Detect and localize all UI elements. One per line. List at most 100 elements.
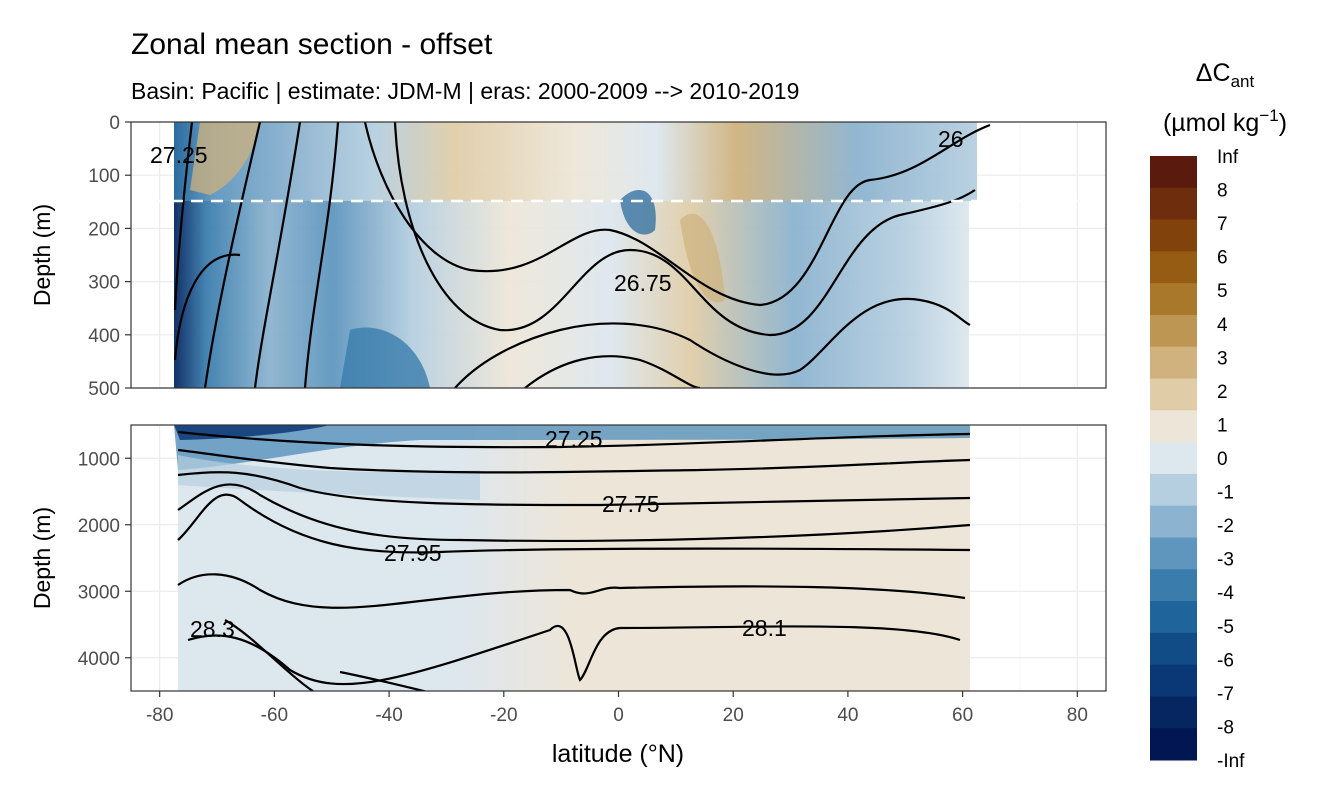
upper-field-surface: [174, 122, 977, 201]
colorbar-swatch: [1150, 569, 1197, 602]
contour-line: [177, 573, 966, 609]
contour-line: [524, 355, 701, 388]
contour-label: 28.1: [742, 615, 787, 641]
colorbar-swatch: [1150, 505, 1197, 538]
contour-line: [253, 122, 302, 388]
x-tick-label: 20: [723, 705, 744, 726]
colorbar-label: -8: [1217, 717, 1234, 738]
x-tick-label: 60: [952, 705, 973, 726]
upper-panel-border: [130, 121, 1107, 389]
colorbar-swatch: [1150, 187, 1197, 221]
lower-y-axis: 1000 2000 3000 4000: [78, 449, 131, 670]
lower-y-axis-label: Depth (m): [29, 507, 55, 609]
upper-anomaly-blob: [680, 213, 725, 303]
y-tick-label: 500: [88, 379, 120, 400]
upper-y-axis-label: Depth (m): [29, 204, 55, 306]
x-tick-label: -40: [375, 705, 402, 726]
contour-line: [339, 670, 429, 691]
lower-contours: [177, 430, 971, 691]
x-tick-label: -60: [261, 705, 288, 726]
x-tick-label: 0: [613, 705, 624, 726]
y-tick-label: 400: [88, 326, 120, 347]
colorbar-swatch: [1150, 156, 1197, 189]
x-tick-label: -20: [490, 705, 517, 726]
colorbar-swatch: [1150, 346, 1197, 380]
contour-line: [303, 122, 340, 388]
colorbar-label: 7: [1217, 214, 1228, 235]
contour-label: 26: [938, 126, 964, 152]
legend-unit: (µmol kg−1): [1163, 106, 1287, 137]
y-tick-label: 3000: [78, 582, 120, 603]
legend-unit-text: (µmol kg: [1163, 109, 1259, 137]
contour-label: 26.75: [614, 270, 672, 296]
contour-line: [173, 122, 194, 311]
y-tick-label: 100: [88, 166, 120, 187]
lower-panel: 27.25 27.75 27.95 28.3 28.1 1000 2000 3000…: [29, 424, 1107, 692]
colorbar-swatch: [1150, 410, 1197, 443]
colorbar-label: -6: [1217, 650, 1234, 671]
upper-contours: [173, 122, 991, 388]
colorbar-label: 3: [1217, 348, 1228, 369]
contour-label: 27.95: [384, 540, 442, 566]
colorbar-swatch: [1150, 314, 1197, 348]
x-tick-label: 40: [837, 705, 858, 726]
contour-line: [177, 448, 971, 474]
contour-line: [203, 122, 262, 388]
colorbar-label: 6: [1217, 248, 1228, 269]
contour-line: [363, 122, 991, 307]
lower-field: [178, 425, 970, 691]
colorbar-label: 0: [1217, 449, 1228, 470]
contour-line: [187, 625, 961, 686]
upper-y-axis: 0 100 200 300 400 500: [88, 113, 131, 400]
lower-anomaly-band: [174, 425, 970, 470]
upper-anomaly-blob: [620, 190, 656, 235]
legend-unit-superscript: −1: [1259, 106, 1278, 125]
contour-label: 28.3: [190, 616, 235, 642]
colorbar-swatch: [1150, 664, 1197, 697]
colorbar-swatch: [1150, 601, 1197, 634]
colorbar-swatch: [1150, 219, 1197, 252]
y-tick-label: 200: [88, 219, 120, 240]
contour-line: [454, 297, 971, 388]
x-axis-label: latitude (°N): [552, 740, 684, 768]
colorbar-label: -2: [1217, 516, 1234, 537]
contour-line: [177, 471, 971, 507]
colorbar-label: 8: [1217, 181, 1228, 202]
contour-line: [224, 619, 315, 691]
x-tick-label: -80: [146, 705, 173, 726]
upper-anomaly-blob: [340, 327, 430, 388]
chart-subtitle: Basin: Pacific | estimate: JDM-M | eras:…: [131, 78, 799, 104]
colorbar-label: -7: [1217, 684, 1234, 705]
upper-panel: 27.25 26.75 26 0 100 200 300 400 500 Depth (m…: [29, 113, 1107, 400]
colorbar-label: 4: [1217, 315, 1228, 336]
contour-line: [173, 253, 241, 361]
x-tick-label: 80: [1067, 705, 1088, 726]
colorbar-swatch: [1150, 442, 1197, 475]
legend-title-main: ΔC: [1196, 59, 1231, 87]
colorbar-swatch: [1150, 378, 1197, 411]
colorbar-swatch: [1150, 696, 1197, 729]
colorbar-label: -1: [1217, 483, 1234, 504]
y-tick-label: 300: [88, 273, 120, 294]
colorbar-swatch: [1150, 473, 1197, 507]
x-axis: -80 -60 -40 -20 0 20 40 60 80: [146, 691, 1088, 726]
colorbar: Inf 8 7 6 5 4 3 2 1 0 -1 -2 -3 -4 -5 -6 -7 -8 -Inf: [1150, 147, 1245, 772]
colorbar-swatch: [1150, 537, 1197, 570]
colorbar-label: 1: [1217, 415, 1228, 436]
lower-contour-labels: 27.25 27.75 27.95 28.3 28.1: [190, 426, 787, 642]
y-tick-label: 4000: [78, 649, 120, 670]
colorbar-label: 5: [1217, 281, 1228, 302]
legend-unit-close: ): [1279, 109, 1287, 137]
colorbar-swatch: [1150, 251, 1197, 284]
y-tick-label: 2000: [78, 516, 120, 537]
contour-line: [177, 493, 971, 554]
colorbar-label: -4: [1217, 583, 1234, 604]
legend-title: ΔCant: [1196, 59, 1255, 91]
colorbar-label: Inf: [1217, 147, 1239, 168]
contour-label: 27.25: [545, 426, 603, 452]
contour-line: [177, 430, 971, 449]
upper-contour-labels: 27.25 26.75 26: [150, 126, 964, 296]
legend-title-subscript: ant: [1231, 72, 1255, 91]
y-tick-label: 0: [109, 113, 120, 134]
